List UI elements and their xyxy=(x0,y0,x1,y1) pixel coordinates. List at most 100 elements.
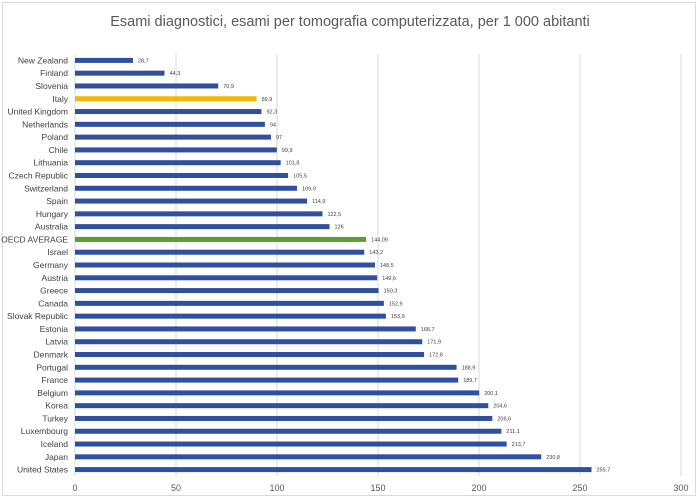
data-label: 230,8 xyxy=(546,455,560,461)
bar xyxy=(75,364,457,370)
data-label: 99,9 xyxy=(282,148,293,154)
x-tick-label: 200 xyxy=(471,483,486,493)
bar xyxy=(75,70,165,76)
category-label: Spain xyxy=(46,196,68,206)
data-label: 148,5 xyxy=(380,263,394,269)
bar xyxy=(75,339,423,345)
category-label: Israel xyxy=(47,247,68,257)
category-label: Korea xyxy=(45,401,68,411)
category-label: Switzerland xyxy=(24,183,68,193)
data-label: 171,9 xyxy=(427,340,441,346)
category-label: Australia xyxy=(35,222,68,232)
category-label: Luxembourg xyxy=(21,426,69,436)
category-label: France xyxy=(42,375,69,385)
data-label: 168,7 xyxy=(421,327,435,333)
bar xyxy=(75,147,277,153)
bar xyxy=(75,326,416,332)
data-label: 70,9 xyxy=(223,84,234,90)
category-label: Italy xyxy=(52,94,68,104)
data-label: 89,9 xyxy=(262,97,273,103)
category-label: Estonia xyxy=(40,324,69,334)
category-label: Poland xyxy=(42,132,69,142)
data-label: 149,6 xyxy=(382,276,396,282)
x-tick-label: 300 xyxy=(673,483,688,493)
category-label: Portugal xyxy=(36,362,68,372)
data-label: 188,9 xyxy=(462,365,476,371)
data-label: 97 xyxy=(276,135,282,141)
bar xyxy=(75,352,425,358)
category-label: Austria xyxy=(42,273,69,283)
bar xyxy=(75,224,330,230)
bar xyxy=(75,172,289,178)
x-tick-label: 50 xyxy=(171,483,181,493)
data-label: 28,7 xyxy=(138,58,149,64)
data-label: 105,5 xyxy=(293,173,307,179)
bar xyxy=(75,300,384,306)
data-label: 255,7 xyxy=(597,468,611,474)
data-label: 153,9 xyxy=(391,314,405,320)
category-label: OECD AVERAGE xyxy=(1,234,68,244)
bar xyxy=(75,83,219,89)
bar xyxy=(75,441,507,447)
bar xyxy=(75,415,493,421)
category-label: Denmark xyxy=(34,350,69,360)
data-label: 94 xyxy=(270,122,276,128)
category-label: Belgium xyxy=(37,388,68,398)
category-label: Germany xyxy=(33,260,69,270)
data-label: 189,7 xyxy=(463,378,477,384)
bar xyxy=(75,275,378,281)
category-label: Hungary xyxy=(36,209,69,219)
bar xyxy=(75,403,489,409)
category-label: Slovak Republic xyxy=(7,311,69,321)
category-label: Canada xyxy=(38,298,68,308)
bar xyxy=(75,236,367,242)
data-label: 150,3 xyxy=(384,289,398,295)
data-label: 152,9 xyxy=(389,301,403,307)
data-label: 213,7 xyxy=(512,442,526,448)
data-label: 114,9 xyxy=(312,199,325,205)
bar xyxy=(75,198,308,204)
x-tick-label: 100 xyxy=(269,483,284,493)
bar xyxy=(75,454,542,460)
data-label: 92,3 xyxy=(266,110,277,116)
data-label: 172,8 xyxy=(429,353,443,359)
bar xyxy=(75,467,592,473)
data-label: 101,8 xyxy=(286,161,300,167)
x-tick-label: 250 xyxy=(572,483,587,493)
bar xyxy=(75,377,459,383)
bar xyxy=(75,96,257,102)
data-label: 211,1 xyxy=(506,429,519,435)
data-label: 109,9 xyxy=(302,186,316,192)
category-label: Czech Republic xyxy=(8,170,68,180)
data-label: 126 xyxy=(335,225,344,231)
category-label: Slovenia xyxy=(35,81,68,91)
x-tick-label: 150 xyxy=(370,483,385,493)
data-label: 200,1 xyxy=(484,391,498,397)
bar xyxy=(75,57,133,63)
bar xyxy=(75,211,323,217)
bar xyxy=(75,121,265,127)
bar xyxy=(75,109,262,115)
data-label: 122,5 xyxy=(327,212,341,218)
category-label: Netherlands xyxy=(22,119,68,129)
data-label: 144,09 xyxy=(371,237,388,243)
chart-title: Esami diagnostici, esami per tomografia … xyxy=(110,14,590,30)
bar xyxy=(75,288,379,294)
bar xyxy=(75,134,271,140)
data-label: 143,2 xyxy=(369,250,383,256)
bar xyxy=(75,313,386,319)
category-label: United Kingdom xyxy=(8,107,68,117)
category-label: Latvia xyxy=(45,337,68,347)
category-label: Greece xyxy=(40,286,68,296)
bar xyxy=(75,262,375,268)
category-label: Iceland xyxy=(41,439,69,449)
bar xyxy=(75,160,281,166)
bar xyxy=(75,249,365,255)
category-label: Finland xyxy=(40,68,68,78)
category-label: Chile xyxy=(49,145,69,155)
category-label: United States xyxy=(17,465,68,475)
x-tick-label: 0 xyxy=(72,483,77,493)
category-label: Turkey xyxy=(42,413,68,423)
bar xyxy=(75,390,480,396)
